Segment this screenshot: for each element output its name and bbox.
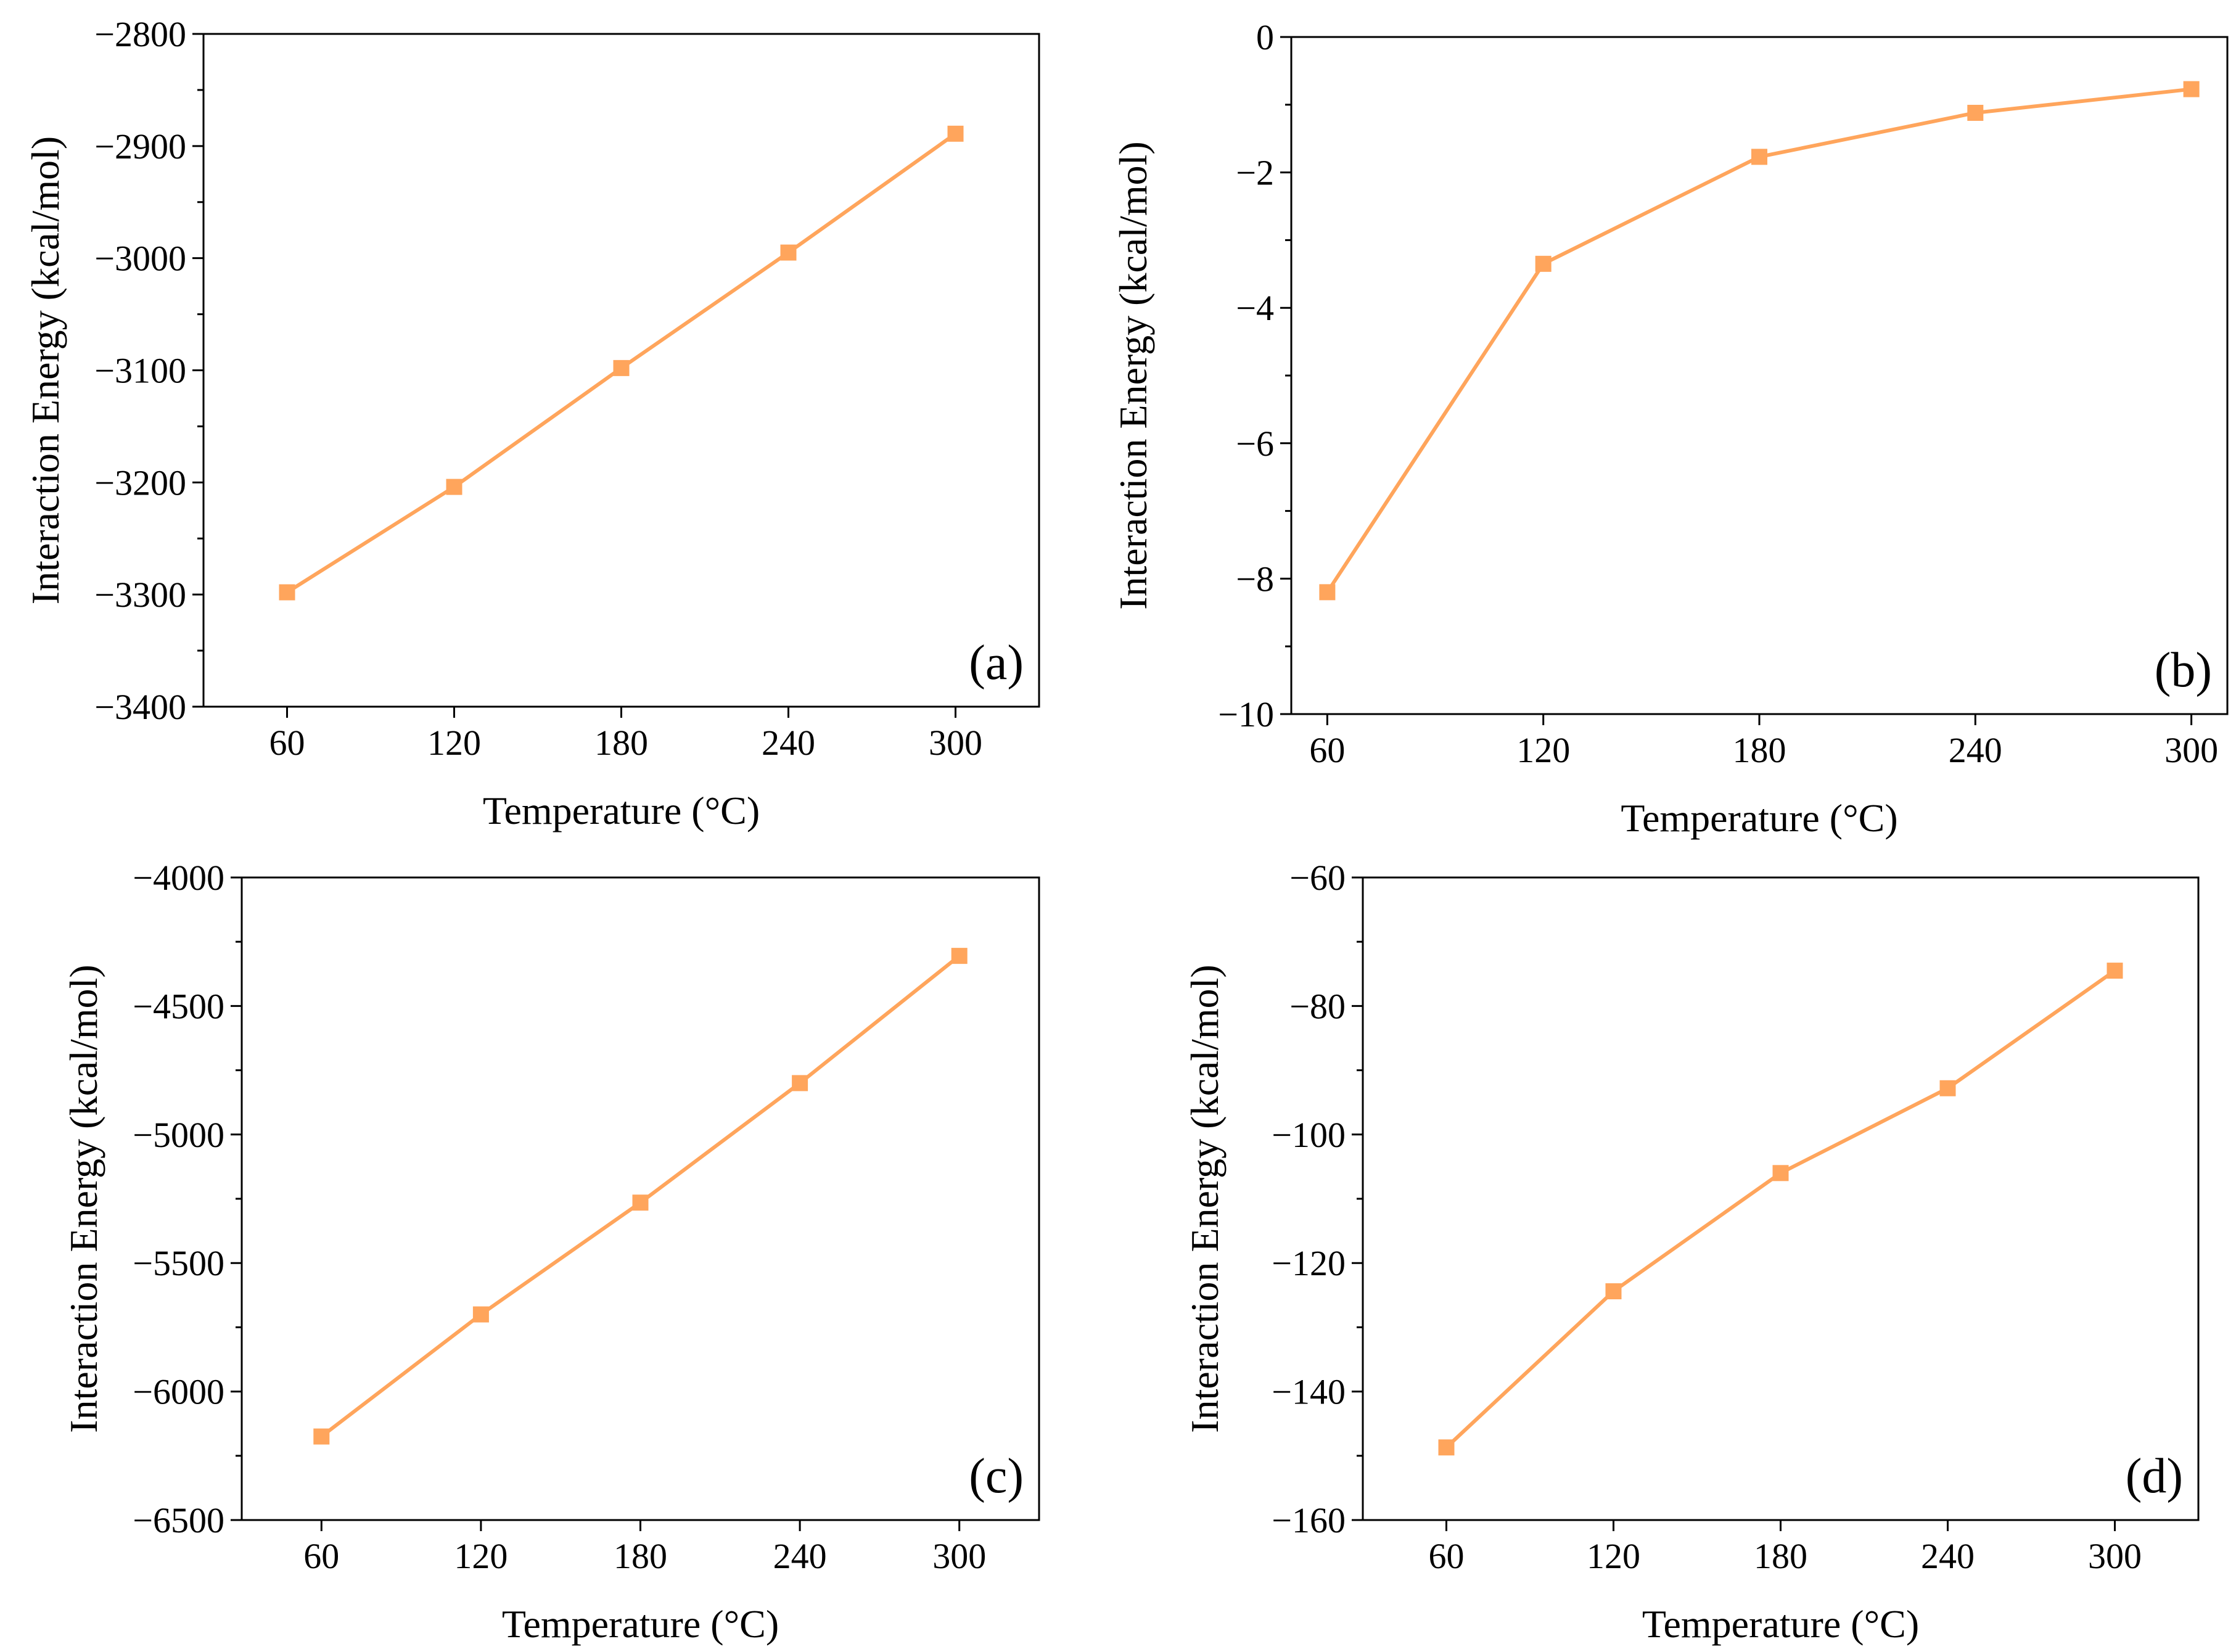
y-tick-label: −5000 <box>133 1115 224 1155</box>
data-point-marker <box>1939 1080 1956 1096</box>
y-tick-label: −3200 <box>94 462 186 503</box>
x-tick-label: 60 <box>303 1536 339 1576</box>
x-tick-label: 120 <box>454 1536 508 1576</box>
x-tick-label: 120 <box>427 723 481 763</box>
y-tick-label: −10 <box>1218 694 1274 734</box>
y-tick-label: −3400 <box>94 687 186 727</box>
x-tick-label: 300 <box>929 723 982 763</box>
x-tick-label: 60 <box>1429 1536 1465 1576</box>
y-tick-label: 0 <box>1256 17 1274 57</box>
x-tick-label: 120 <box>1587 1536 1640 1576</box>
y-axis-title: Interaction Energy (kcal/mol) <box>23 136 67 604</box>
y-tick-label: −3300 <box>94 575 186 615</box>
y-tick-label: −140 <box>1272 1372 1346 1412</box>
x-tick-label: 180 <box>1733 730 1786 770</box>
y-axis-title: Interaction Energy (kcal/mol) <box>1183 964 1227 1432</box>
y-tick-label: −4 <box>1236 288 1274 328</box>
data-point-marker <box>780 244 797 261</box>
x-tick-label: 240 <box>1921 1536 1975 1576</box>
y-tick-label: −6500 <box>133 1500 224 1540</box>
x-tick-label: 240 <box>762 723 815 763</box>
panel-label: (b) <box>2155 643 2212 697</box>
data-point-marker <box>1605 1283 1622 1300</box>
y-tick-label: −3000 <box>94 239 186 279</box>
y-tick-label: −6000 <box>133 1372 224 1412</box>
y-tick-label: −4500 <box>133 986 224 1026</box>
x-axis-title: Temperature (°C) <box>1642 1602 1919 1646</box>
chart-panel-c: −6500 −6000 −5500 −5000 −4500 −4000 60 120 180 24… <box>62 858 1040 1646</box>
data-point-marker <box>1967 104 1984 121</box>
data-point-marker <box>947 125 964 142</box>
chart-panel-a: −3400 −3300 −3200 −3100 −3000 −2900 −2800 60 120… <box>23 14 1040 832</box>
panel-label: (d) <box>2126 1449 2183 1503</box>
y-tick-label: −60 <box>1289 858 1346 898</box>
x-tick-label: 300 <box>932 1536 986 1576</box>
x-tick-label: 180 <box>614 1536 667 1576</box>
y-axis-title: Interaction Energy (kcal/mol) <box>1111 141 1155 609</box>
data-point-marker <box>472 1306 489 1323</box>
data-point-marker <box>2107 963 2123 979</box>
y-tick-label: −2800 <box>94 14 186 54</box>
data-point-marker <box>313 1428 330 1445</box>
x-tick-label: 240 <box>773 1536 827 1576</box>
y-tick-label: −80 <box>1289 986 1346 1026</box>
x-tick-label: 300 <box>2088 1536 2142 1576</box>
y-tick-label: −6 <box>1236 424 1274 464</box>
chart-panel-b: −10 −8 −6 −4 −2 0 60 120 180 240 300 Temperature (°… <box>1111 17 2229 840</box>
data-point-marker <box>792 1075 808 1091</box>
y-tick-label: −5500 <box>133 1243 224 1283</box>
x-tick-label: 60 <box>269 723 305 763</box>
y-tick-label: −2 <box>1236 153 1274 193</box>
x-tick-label: 180 <box>594 723 648 763</box>
chart-panel-d: −160 −140 −120 −100 −80 −60 60 120 180 240 300 Temp… <box>1183 858 2200 1646</box>
panel-label: (a) <box>969 636 1024 690</box>
y-tick-label: −4000 <box>133 858 224 898</box>
y-axis-title: Interaction Energy (kcal/mol) <box>62 964 105 1432</box>
x-axis-title: Temperature (°C) <box>1621 796 1897 840</box>
x-axis-title: Temperature (°C) <box>483 789 760 832</box>
y-tick-label: −3100 <box>94 351 186 391</box>
data-point-marker <box>1751 149 1767 165</box>
data-point-marker <box>1319 584 1336 601</box>
plot-frame <box>1362 876 2200 1521</box>
y-tick-label: −160 <box>1272 1500 1346 1540</box>
x-tick-label: 60 <box>1309 730 1345 770</box>
x-tick-label: 240 <box>1949 730 2002 770</box>
x-tick-label: 300 <box>2164 730 2218 770</box>
data-point-marker <box>1535 255 1552 272</box>
data-point-marker <box>613 360 630 376</box>
series-line <box>1445 969 2116 1449</box>
data-point-marker <box>951 948 968 964</box>
y-tick-label: −100 <box>1272 1115 1346 1155</box>
data-point-marker <box>279 584 295 601</box>
plot-frame <box>1290 36 2229 715</box>
data-point-marker <box>632 1194 649 1211</box>
x-axis-title: Temperature (°C) <box>502 1602 779 1646</box>
x-tick-label: 180 <box>1754 1536 1807 1576</box>
x-tick-label: 120 <box>1516 730 1570 770</box>
data-point-marker <box>446 479 462 495</box>
y-tick-label: −8 <box>1236 559 1274 599</box>
data-point-marker <box>2183 81 2200 97</box>
panel-label: (c) <box>969 1449 1024 1503</box>
data-point-marker <box>1438 1439 1455 1456</box>
y-tick-label: −120 <box>1272 1243 1346 1283</box>
y-tick-label: −2900 <box>94 126 186 166</box>
data-point-marker <box>1772 1165 1789 1181</box>
